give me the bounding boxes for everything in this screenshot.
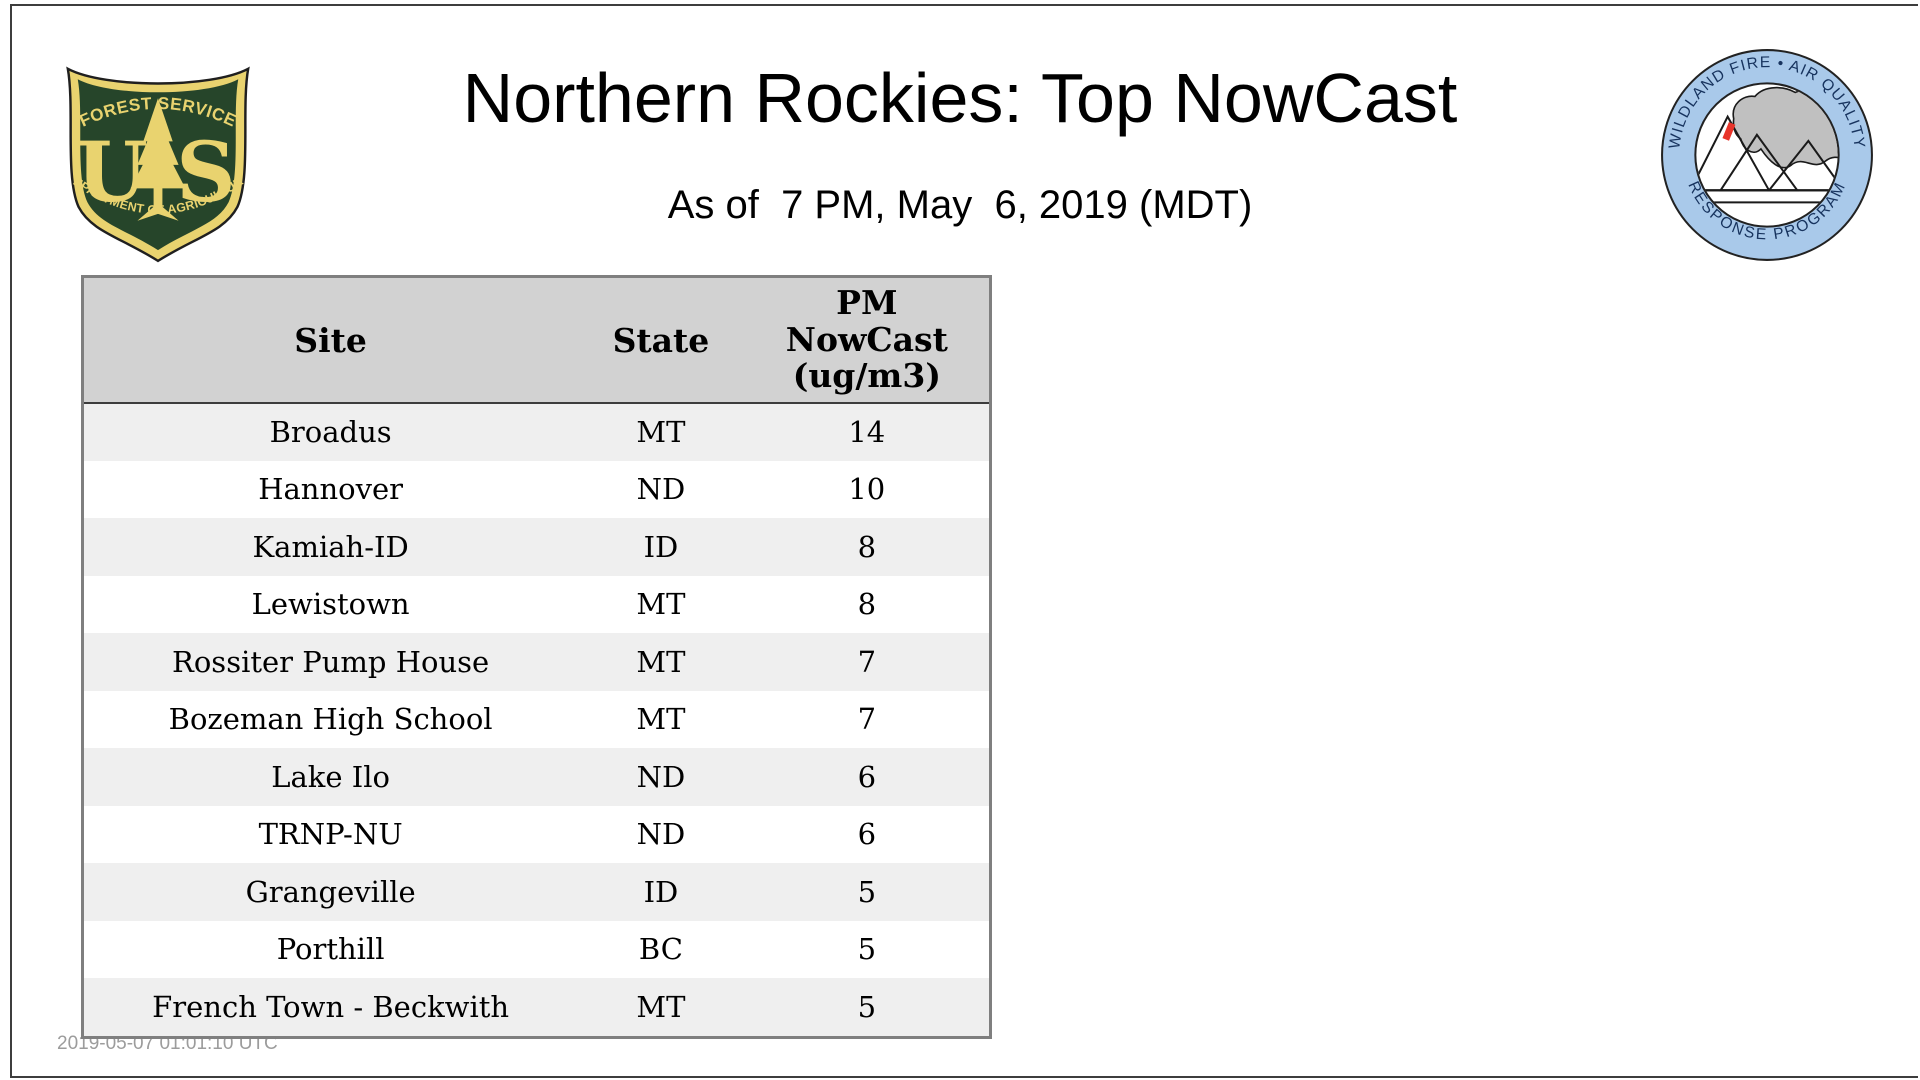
site-cell: Lake Ilo	[84, 748, 578, 806]
state-cell: MT	[577, 978, 745, 1036]
site-cell: Grangeville	[84, 863, 578, 921]
value-cell: 6	[744, 748, 989, 806]
page-subtitle: As of 7 PM, May 6, 2019 (MDT)	[667, 183, 1253, 227]
value-cell: 8	[744, 575, 989, 633]
table-row: Kamiah-ID ID 8	[84, 518, 989, 576]
usfs-pine-tree-icon	[130, 98, 186, 221]
table-row: TRNP-NU ND 6	[84, 805, 989, 863]
column-header-state: State	[577, 278, 745, 404]
usfs-shield-icon: FOREST SERVICE DEPARTMENT OF AGRICULTURE…	[55, 38, 250, 263]
state-cell: MT	[577, 575, 745, 633]
column-header-pm: PM NowCast (ug/m3)	[744, 278, 989, 404]
state-cell: MT	[577, 690, 745, 748]
nowcast-table: Site State PM NowCast (ug/m3) Broadus MT…	[81, 275, 992, 1039]
wfaqrp-circle-icon: WILDLAND FIRE • AIR QUALITY RESPONSE PRO…	[1661, 49, 1873, 261]
value-cell: 7	[744, 633, 989, 691]
value-cell: 6	[744, 805, 989, 863]
usfs-letter-u: U	[76, 125, 148, 221]
site-cell: Rossiter Pump House	[84, 633, 578, 691]
state-cell: ID	[577, 863, 745, 921]
site-cell: Kamiah-ID	[84, 518, 578, 576]
state-cell: ND	[577, 805, 745, 863]
value-cell: 5	[744, 978, 989, 1036]
value-cell: 5	[744, 920, 989, 978]
usfs-shield-logo: FOREST SERVICE DEPARTMENT OF AGRICULTURE…	[55, 38, 256, 266]
value-cell: 14	[744, 403, 989, 461]
table-row: Grangeville ID 5	[84, 863, 989, 921]
table-row: Hannover ND 10	[84, 460, 989, 518]
value-cell: 5	[744, 863, 989, 921]
value-cell: 8	[744, 518, 989, 576]
value-cell: 10	[744, 460, 989, 518]
table-row: Lake Ilo ND 6	[84, 748, 989, 806]
table-row: Broadus MT 14	[84, 403, 989, 461]
table-row: Rossiter Pump House MT 7	[84, 633, 989, 691]
site-cell: TRNP-NU	[84, 805, 578, 863]
table-row: Bozeman High School MT 7	[84, 690, 989, 748]
site-cell: Bozeman High School	[84, 690, 578, 748]
state-cell: MT	[577, 633, 745, 691]
table-header-row: Site State PM NowCast (ug/m3)	[84, 278, 989, 404]
wfaqrp-logo: WILDLAND FIRE • AIR QUALITY RESPONSE PRO…	[1656, 44, 1878, 266]
column-header-site: Site	[84, 278, 578, 404]
site-cell: Broadus	[84, 403, 578, 461]
site-cell: Porthill	[84, 920, 578, 978]
site-cell: French Town - Beckwith	[84, 978, 578, 1036]
usfs-letter-s: S	[176, 125, 235, 221]
site-cell: Lewistown	[84, 575, 578, 633]
table-row: Lewistown MT 8	[84, 575, 989, 633]
fire-mark-icon	[1722, 122, 1736, 141]
state-cell: BC	[577, 920, 745, 978]
page-title: Northern Rockies: Top NowCast	[462, 59, 1458, 137]
value-cell: 7	[744, 690, 989, 748]
table-row: Porthill BC 5	[84, 920, 989, 978]
table-row: French Town - Beckwith MT 5	[84, 978, 989, 1036]
state-cell: ND	[577, 748, 745, 806]
state-cell: MT	[577, 403, 745, 461]
state-cell: ID	[577, 518, 745, 576]
site-cell: Hannover	[84, 460, 578, 518]
state-cell: ND	[577, 460, 745, 518]
